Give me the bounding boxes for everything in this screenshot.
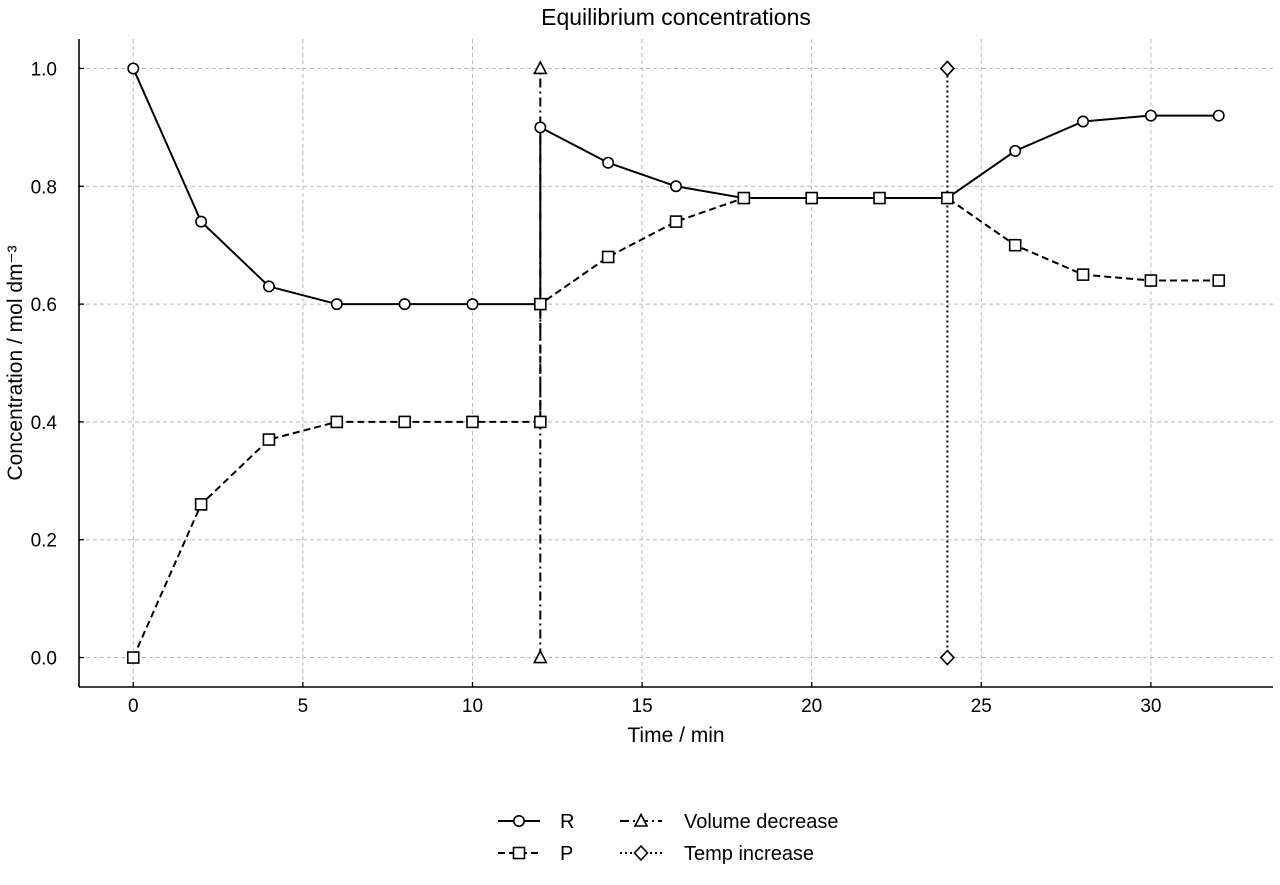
x-tick-label: 25 xyxy=(971,696,992,717)
data-point-p xyxy=(534,297,547,311)
data-point-p xyxy=(601,250,615,264)
data-point-r xyxy=(1077,115,1090,128)
data-point-volume-decrease xyxy=(532,649,548,664)
x-tick-label: 15 xyxy=(632,696,653,717)
y-tick-label: 0.4 xyxy=(31,413,58,434)
data-point-r xyxy=(1009,144,1022,157)
legend-item-p: P xyxy=(498,843,573,865)
series-line-p xyxy=(132,197,1219,658)
data-point-p xyxy=(126,651,140,664)
data-point-r xyxy=(466,298,479,311)
y-axis-label: Concentration / mol dm⁻³ xyxy=(4,245,27,480)
x-axis-label: Time / min xyxy=(627,724,724,747)
data-point-r xyxy=(669,180,682,193)
y-tick-label: 0.0 xyxy=(31,649,57,670)
data-point-r xyxy=(534,121,547,134)
x-tick-label: 20 xyxy=(801,696,822,717)
data-point-p xyxy=(262,433,276,446)
chart-title: Equilibrium concentrations xyxy=(541,4,811,30)
legend-marker xyxy=(512,814,525,827)
data-point-p xyxy=(1076,268,1090,281)
legend-label: Temp increase xyxy=(684,843,814,865)
legend-marker xyxy=(633,812,649,827)
data-point-r xyxy=(1212,109,1225,122)
data-point-temp-increase xyxy=(939,649,955,666)
data-point-p xyxy=(1008,238,1022,252)
legend-label: P xyxy=(560,843,573,865)
data-point-p xyxy=(534,415,547,429)
data-point-p xyxy=(466,415,479,429)
y-tick-label: 0.8 xyxy=(31,177,57,198)
x-tick-label: 30 xyxy=(1140,696,1161,717)
data-point-r xyxy=(602,156,615,169)
axes xyxy=(78,39,1273,688)
data-point-r xyxy=(262,280,275,293)
data-point-volume-decrease xyxy=(532,60,548,75)
data-point-p xyxy=(330,415,344,429)
data-point-temp-increase xyxy=(939,60,955,77)
legend-item-temp-increase: Temp increase xyxy=(620,843,814,865)
legend-marker xyxy=(512,846,526,860)
legend: RP Volume decrease Temp increase xyxy=(498,811,839,865)
legend-item-r: R xyxy=(498,811,574,833)
data-point-r xyxy=(330,298,343,311)
data-point-p xyxy=(669,215,683,228)
data-point-p xyxy=(398,415,411,429)
data-point-r xyxy=(195,215,208,228)
x-tick-label: 5 xyxy=(298,696,309,717)
y-tick-label: 0.6 xyxy=(31,295,57,316)
data-point-p xyxy=(737,191,751,205)
data-point-p xyxy=(194,498,208,511)
grid-lines xyxy=(79,39,1273,687)
series-lines xyxy=(132,68,1219,658)
data-point-p xyxy=(1144,274,1158,287)
x-tick-label: 10 xyxy=(462,696,483,717)
legend-label: R xyxy=(560,811,574,833)
data-point-r xyxy=(127,62,140,75)
data-point-r xyxy=(1144,109,1157,122)
data-point-p xyxy=(873,191,886,205)
data-point-r xyxy=(398,298,411,311)
x-tick-label: 0 xyxy=(128,696,139,717)
legend-label: Volume decrease xyxy=(684,811,839,833)
tick-labels: 0 5 10 15 20 25 30 0.0 0.2 0.4 0.6 0.8 1.0 xyxy=(31,59,1162,717)
data-point-p xyxy=(1212,274,1226,287)
series-line-r xyxy=(132,68,1219,306)
series-markers xyxy=(126,60,1226,666)
y-tick-label: 0.2 xyxy=(31,531,57,552)
y-tick-label: 1.0 xyxy=(31,59,57,80)
legend-item-volume-decrease: Volume decrease xyxy=(620,811,839,833)
legend-marker xyxy=(633,844,649,862)
data-point-p xyxy=(805,191,818,205)
data-point-p xyxy=(941,191,954,205)
